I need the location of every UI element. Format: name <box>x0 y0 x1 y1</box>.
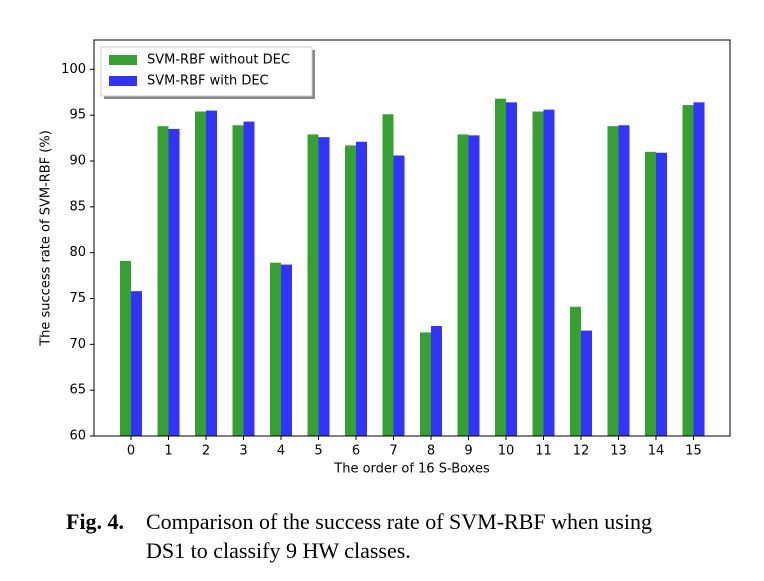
y-tick-label: 75 <box>69 291 86 306</box>
legend-swatch <box>109 55 137 65</box>
x-tick-label: 15 <box>685 444 702 459</box>
bar <box>356 141 367 436</box>
bar <box>168 128 180 436</box>
bar <box>206 110 217 436</box>
x-tick-label: 3 <box>239 444 247 459</box>
x-tick-label: 10 <box>498 444 515 459</box>
bar <box>506 102 517 436</box>
bar <box>393 155 405 436</box>
x-tick-label: 0 <box>127 444 135 459</box>
legend-label: SVM-RBF with DEC <box>147 74 269 89</box>
caption-line: DS1 to classify 9 HW classes. <box>146 538 411 563</box>
x-tick-label: 14 <box>648 444 665 459</box>
bar <box>645 151 656 437</box>
bar <box>270 262 281 436</box>
bar <box>195 111 206 436</box>
y-tick-label: 60 <box>69 429 86 444</box>
x-tick-label: 5 <box>314 444 322 459</box>
bar <box>281 264 292 436</box>
bar <box>307 134 319 436</box>
bar <box>468 135 480 437</box>
legend-label: SVM-RBF without DEC <box>147 53 290 68</box>
x-tick-label: 4 <box>277 444 285 459</box>
y-tick-label: 85 <box>69 199 86 214</box>
plot-frame <box>93 39 731 437</box>
x-tick-label: 1 <box>164 444 172 459</box>
bar <box>618 125 630 436</box>
bar <box>532 111 544 436</box>
x-tick-label: 6 <box>352 444 360 459</box>
x-tick-label: 12 <box>573 444 590 459</box>
x-axis-label: The order of 16 S-Boxes <box>333 462 490 477</box>
x-tick-label: 2 <box>202 444 210 459</box>
x-tick-label: 11 <box>535 444 552 459</box>
legend-swatch <box>109 76 137 86</box>
bar <box>157 126 169 437</box>
bar <box>420 332 431 436</box>
bar <box>682 105 694 436</box>
bar <box>120 260 131 436</box>
caption-label: Fig. 4. <box>66 509 124 534</box>
y-tick-label: 95 <box>69 108 86 123</box>
y-tick-label: 100 <box>61 62 86 77</box>
bar <box>131 291 142 436</box>
bar <box>243 121 255 436</box>
bar <box>570 306 581 436</box>
y-tick-label: 65 <box>69 383 86 398</box>
x-tick-label: 9 <box>464 444 472 459</box>
bar <box>431 326 442 436</box>
bar <box>457 134 469 436</box>
bar <box>693 102 705 436</box>
bar <box>543 109 555 437</box>
y-tick-label: 80 <box>69 245 86 260</box>
caption-line: Comparison of the success rate of SVM-RB… <box>146 509 652 534</box>
y-axis-label: The success rate of SVM-RBF (%) <box>39 130 54 347</box>
y-tick-label: 90 <box>69 154 86 169</box>
x-tick-label: 8 <box>427 444 435 459</box>
bar <box>382 114 394 436</box>
bar <box>607 126 619 437</box>
bar <box>495 98 506 437</box>
bar <box>581 330 592 436</box>
bar <box>345 145 356 436</box>
bar <box>232 125 244 436</box>
bar <box>318 137 330 436</box>
x-tick-label: 13 <box>610 444 627 459</box>
x-tick-label: 7 <box>389 444 397 459</box>
bar <box>656 152 667 436</box>
y-tick-label: 70 <box>69 337 86 352</box>
